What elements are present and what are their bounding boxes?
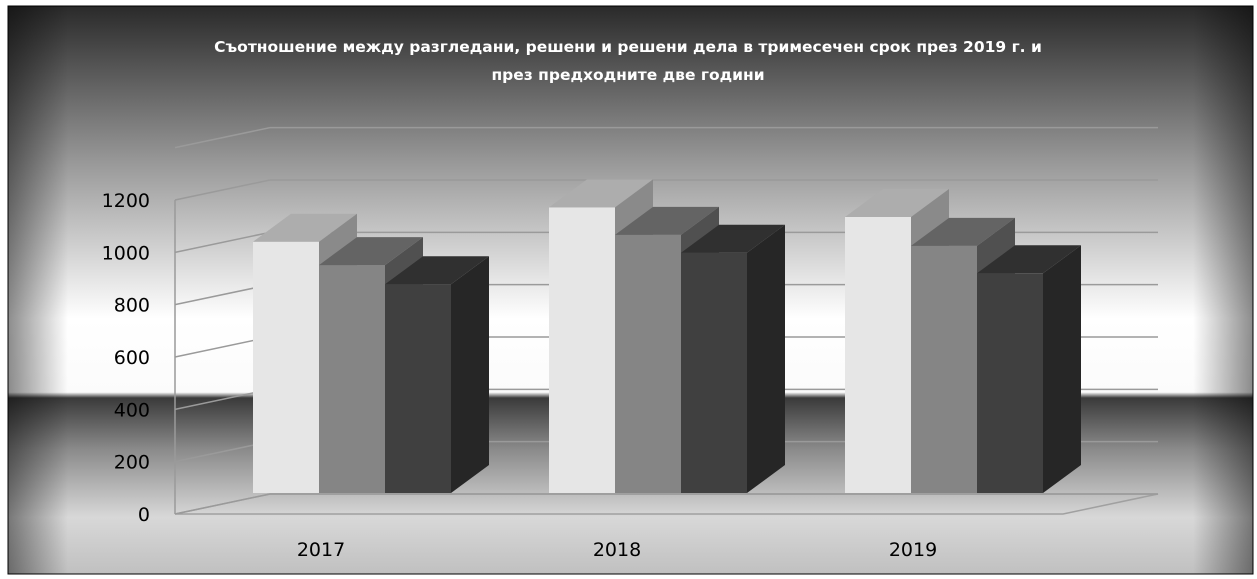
bar-front-face (549, 207, 615, 493)
bar-top-face (681, 224, 785, 253)
bar-front-face (977, 273, 1043, 493)
x-category-label: 2019 (889, 539, 937, 561)
grid-side-line (174, 179, 271, 201)
x-category-label: 2018 (593, 539, 641, 561)
chart-title-line-2: през предходните две години (491, 66, 764, 84)
y-tick-label: 800 (114, 295, 150, 317)
y-tick-label: 200 (114, 452, 150, 474)
y-tick-label: 400 (114, 399, 150, 421)
bar-side-face (1043, 245, 1081, 493)
x-category-label: 2017 (297, 539, 345, 561)
grid-side-line (174, 493, 271, 515)
bar-front-face (615, 234, 681, 493)
bar-front-face (845, 217, 911, 493)
bar-front-face (681, 252, 747, 493)
bar-top-face (845, 189, 949, 218)
bar-top-face (977, 245, 1081, 274)
bar-top-face (319, 237, 423, 266)
bar-2018-series-3 (681, 224, 785, 493)
y-tick-label: 0 (138, 504, 150, 526)
bar-top-face (615, 206, 719, 235)
bar-top-face (385, 256, 489, 285)
bar-front-face (911, 245, 977, 493)
bar-front-face (253, 241, 319, 493)
bar-2019-series-3 (977, 245, 1081, 493)
grid-side-line (174, 126, 271, 149)
bar-side-face (747, 224, 785, 493)
grid-side-line (174, 231, 271, 254)
bar-top-face (911, 217, 1015, 246)
x-axis-categories: 2017 2018 2019 (297, 539, 937, 561)
y-tick-label: 1000 (102, 242, 150, 264)
bar-2017-series-3 (385, 256, 489, 493)
bar-top-face (253, 213, 357, 242)
y-tick-label: 1200 (102, 190, 150, 212)
chart-bars (253, 179, 1081, 493)
y-tick-label: 600 (114, 347, 150, 369)
y-axis-ticks: 0 200 400 600 800 1000 1200 (102, 190, 150, 526)
bar-front-face (319, 265, 385, 493)
chart-edge-left (8, 6, 68, 574)
bar-side-face (451, 256, 489, 493)
chart-title-line-1: Съотношение между разгледани, решени и р… (214, 38, 1042, 56)
chart-edge-right (1193, 6, 1253, 574)
bar-front-face (385, 284, 451, 493)
bar-top-face (549, 179, 653, 208)
